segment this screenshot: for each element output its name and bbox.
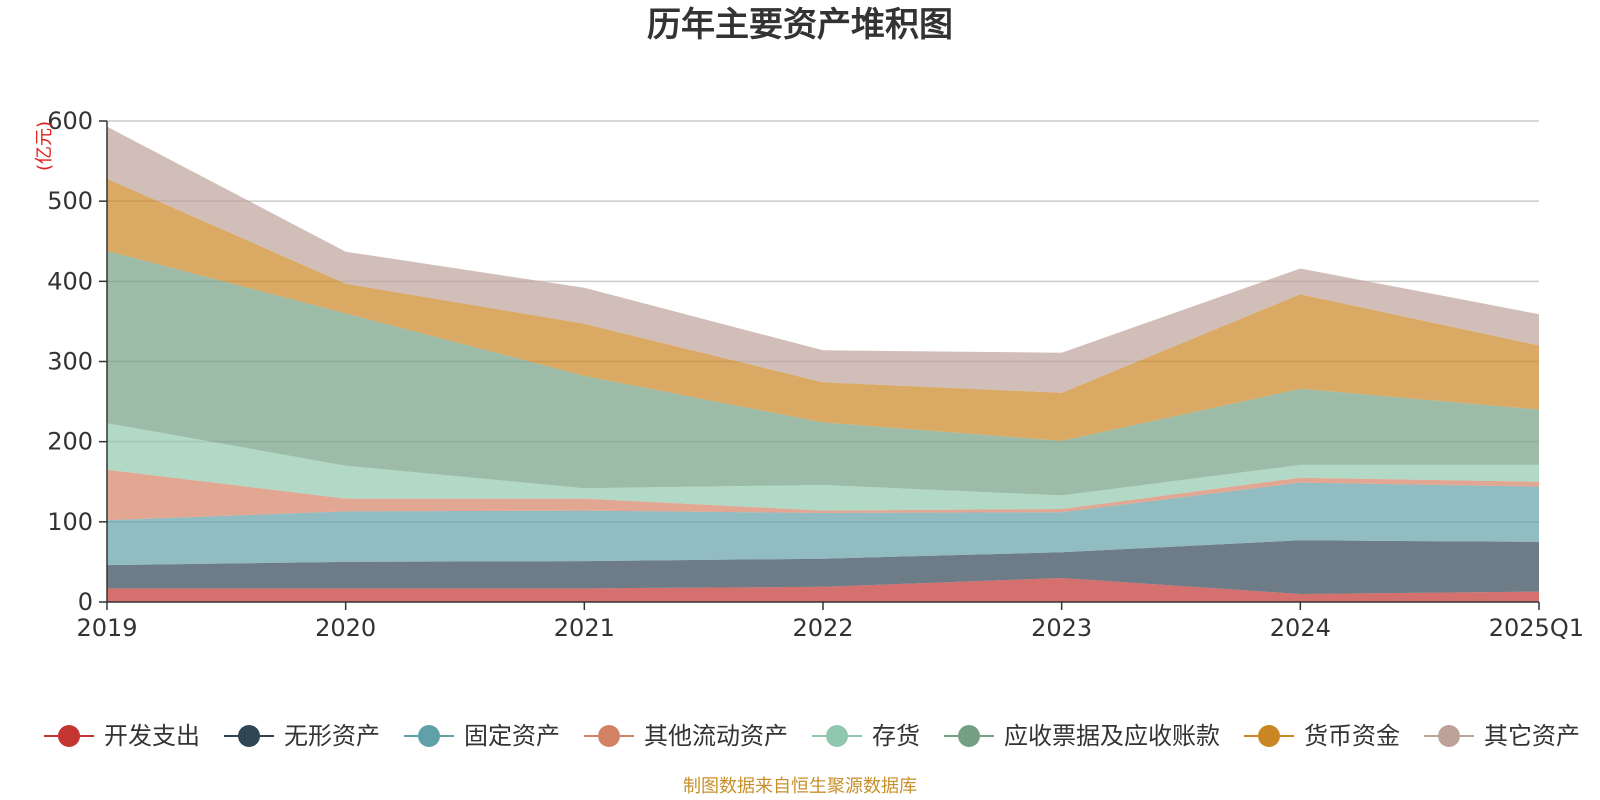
axes: 0 100 200 300 400 500 600 2019 2020 2021 2022 2023 2… (47, 107, 1584, 642)
legend-item-开发支出[interactable]: 开发支出 (44, 722, 200, 750)
legend-label: 存货 (872, 722, 920, 750)
x-tick-label: 2024 (1270, 614, 1331, 642)
y-tick-label: 200 (47, 428, 93, 456)
legend-dot-marker (598, 725, 620, 747)
legend-item-应收票据及应收账款[interactable]: 应收票据及应收账款 (944, 722, 1220, 750)
legend-item-存货[interactable]: 存货 (812, 722, 920, 750)
area-series-应收票据及应收账款 (107, 250, 1539, 496)
legend-dot-marker (958, 725, 980, 747)
y-tick-label: 0 (78, 588, 93, 616)
x-tick-label: 2021 (554, 614, 615, 642)
x-tick-label: 2019 (76, 614, 137, 642)
legend-label: 应收票据及应收账款 (1004, 722, 1220, 750)
legend-item-其他流动资产[interactable]: 其他流动资产 (584, 722, 788, 750)
area-series-layer (107, 126, 1539, 602)
legend-label: 无形资产 (284, 722, 380, 750)
x-tick-label: 2025Q1 (1489, 614, 1584, 642)
area-series-其他流动资产 (107, 469, 1539, 521)
area-series-其它资产 (107, 126, 1539, 393)
legend-label: 开发支出 (104, 722, 200, 750)
y-tick-label: 300 (47, 348, 93, 376)
chart-title: 历年主要资产堆积图 (647, 5, 953, 45)
legend-dot-marker (826, 725, 848, 747)
y-tick-label: 400 (47, 267, 93, 295)
legend-dot-marker (418, 725, 440, 747)
legend-item-无形资产[interactable]: 无形资产 (224, 722, 380, 750)
legend-dot-marker (58, 725, 80, 747)
y-tick-label: 100 (47, 508, 93, 536)
data-source-note: 制图数据来自恒生聚源数据库 (683, 776, 917, 797)
legend-dot-marker (1438, 725, 1460, 747)
legend: 开发支出 无形资产 固定资产 其他流动资产 存货 应收票据及应收账款 货币资金 其它资产 (44, 722, 1580, 750)
area-series-开发支出 (107, 578, 1539, 602)
x-tick-label: 2023 (1031, 614, 1092, 642)
area-series-存货 (107, 423, 1539, 511)
y-axis-unit-label: (亿元) (34, 121, 55, 171)
x-tick-label: 2022 (792, 614, 853, 642)
legend-label: 固定资产 (464, 722, 560, 750)
y-tick-label: 600 (47, 107, 93, 135)
legend-label: 其他流动资产 (644, 722, 788, 750)
legend-item-货币资金[interactable]: 货币资金 (1244, 722, 1400, 750)
legend-dot-marker (1258, 725, 1280, 747)
legend-label: 货币资金 (1304, 722, 1400, 750)
legend-dot-marker (238, 725, 260, 747)
legend-label: 其它资产 (1484, 722, 1580, 750)
area-series-货币资金 (107, 178, 1539, 441)
area-series-固定资产 (107, 482, 1539, 566)
x-tick-label: 2020 (315, 614, 376, 642)
legend-item-其它资产[interactable]: 其它资产 (1424, 722, 1580, 750)
area-series-无形资产 (107, 540, 1539, 594)
y-tick-label: 500 (47, 187, 93, 215)
legend-item-固定资产[interactable]: 固定资产 (404, 722, 560, 750)
